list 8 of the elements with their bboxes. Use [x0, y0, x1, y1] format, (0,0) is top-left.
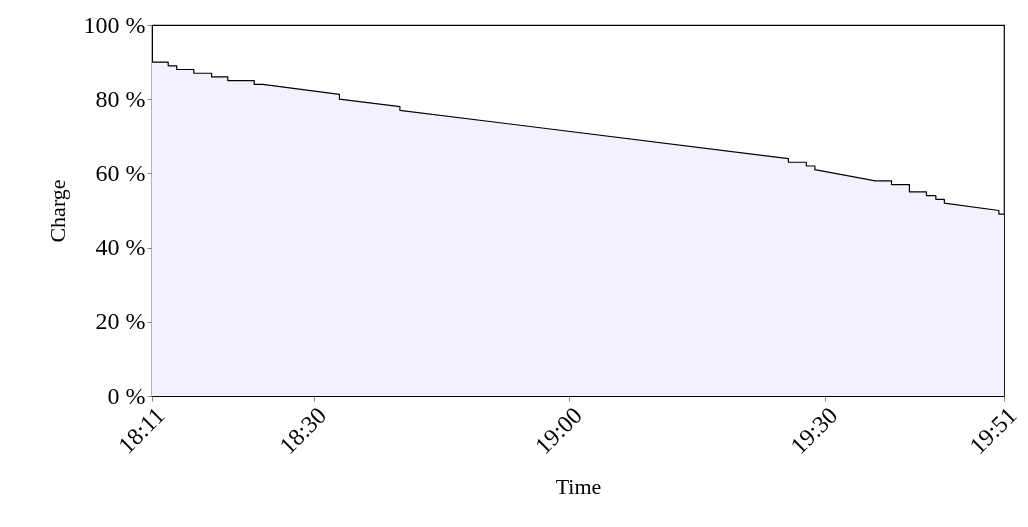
- y-tick-label: 60 %: [95, 159, 146, 186]
- x-axis-title: Time: [555, 474, 602, 500]
- y-tick-label: 40 %: [95, 234, 146, 261]
- y-tick-label: 100 %: [83, 11, 146, 38]
- y-axis-title: Charge: [44, 179, 70, 243]
- y-tick-label: 20 %: [95, 308, 146, 335]
- y-tick-label: 80 %: [95, 85, 146, 112]
- y-tick-label: 0 %: [107, 382, 146, 409]
